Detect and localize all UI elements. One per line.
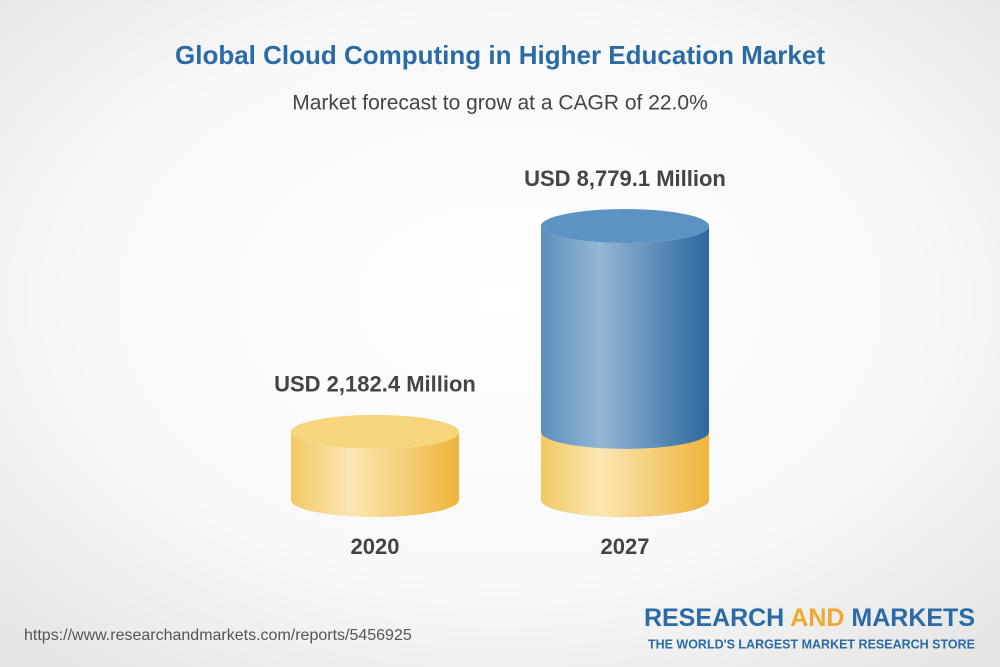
source-url: https://www.researchandmarkets.com/repor… (24, 627, 412, 644)
cylinder-body (541, 226, 709, 517)
category-label: 2020 (351, 534, 400, 559)
chart-subtitle: Market forecast to grow at a CAGR of 22.… (292, 92, 708, 115)
brand-part: AND (790, 604, 844, 632)
brand-logo: RESEARCH AND MARKETS (644, 604, 975, 632)
cylinder-top (291, 414, 459, 449)
cylinder-base-segment (541, 431, 709, 517)
chart-title: Global Cloud Computing in Higher Educati… (175, 40, 825, 70)
cylinder-top (541, 209, 709, 243)
value-label: USD 2,182.4 Million (274, 372, 476, 397)
value-label: USD 8,779.1 Million (524, 166, 726, 191)
brand-tagline: THE WORLD'S LARGEST MARKET RESEARCH STOR… (648, 637, 975, 651)
brand-part: RESEARCH (644, 604, 790, 632)
category-label: 2027 (601, 534, 650, 559)
brand-part: MARKETS (844, 604, 975, 632)
cylinder-body (291, 431, 459, 517)
